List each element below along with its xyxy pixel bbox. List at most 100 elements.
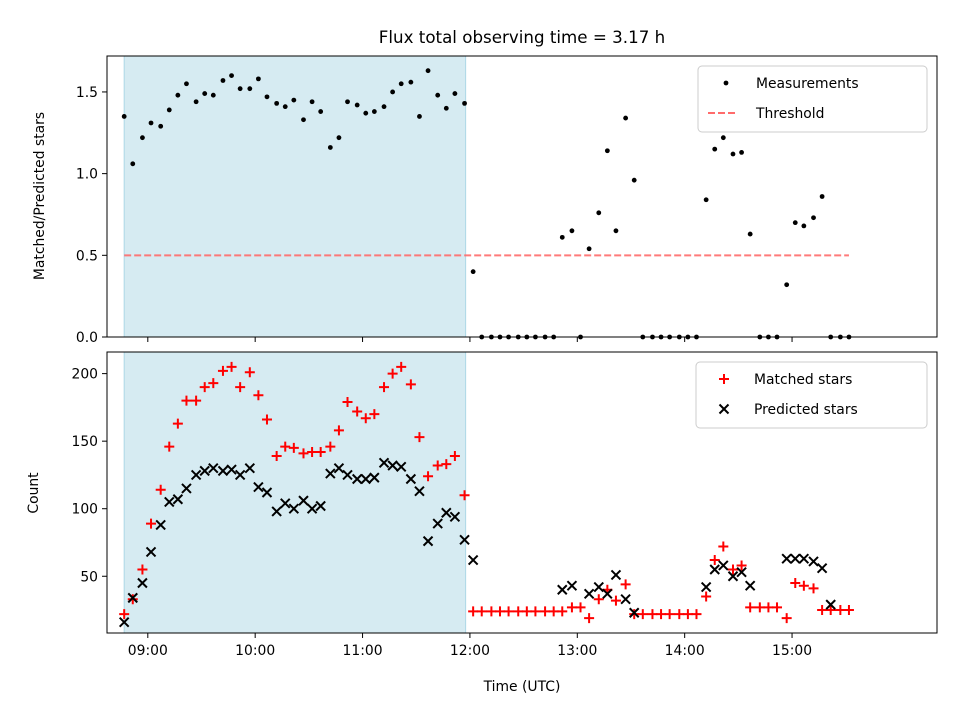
measurement-point-shape [739, 149, 744, 155]
x-axis-label: Time (UTC) [483, 679, 561, 695]
y-tick-label: 1.0 [76, 167, 98, 183]
matched-star-point [835, 605, 846, 616]
matched-star-point-shape [763, 602, 774, 613]
predicted-star-point-shape [432, 518, 443, 529]
measurement-point-shape [452, 91, 458, 96]
measurement-point [747, 231, 753, 237]
predicted-star-point [234, 469, 246, 481]
matched-star-point [727, 564, 738, 575]
matched-star-point [244, 367, 255, 378]
matched-star-point-shape [691, 609, 702, 620]
axes-frame [106, 351, 938, 634]
predicted-star-point [280, 498, 291, 509]
x-tick-label: 10:00 [235, 643, 275, 659]
measurement-point [596, 210, 602, 216]
matched-star-point-shape [575, 602, 586, 613]
predicted-star-point [325, 468, 336, 479]
measurement-point-shape [631, 177, 637, 183]
matched-star-point-shape [727, 564, 738, 575]
matched-star-point-shape [298, 448, 309, 459]
x-tick-label: 09:00 [128, 643, 168, 659]
matched-star-point-shape [307, 446, 318, 457]
matched-star-point-shape [146, 518, 157, 529]
measurement-point-shape [623, 115, 629, 121]
predicted-star-point [620, 594, 631, 605]
matched-star-point-shape [342, 396, 353, 407]
matched-star-point [199, 382, 210, 393]
predicted-star-point [449, 511, 461, 523]
matched-star-point [468, 606, 479, 617]
matched-star-point [172, 418, 183, 429]
matched-star-point-shape [476, 606, 487, 617]
predicted-star-point [226, 464, 237, 475]
predicted-star-point-shape [808, 556, 819, 567]
matched-star-point-shape [790, 578, 801, 589]
matched-star-point [763, 602, 774, 613]
top-y-axis-label: Matched/Predicted stars [32, 112, 48, 280]
measurement-point [559, 234, 565, 240]
predicted-star-point [808, 556, 819, 567]
matched-star-point [226, 361, 237, 372]
measurement-point-shape [309, 99, 315, 105]
matched-star-point-shape [682, 609, 693, 620]
measurement-point [703, 197, 709, 203]
predicted-star-point-shape [118, 616, 130, 628]
measurement-point-shape [398, 81, 404, 87]
measurement-point [237, 86, 243, 92]
matched-star-point-shape [736, 560, 747, 571]
legend-box [697, 65, 928, 133]
predicted-star-point [709, 564, 720, 575]
measurement-point-shape [237, 86, 243, 92]
predicted-star-point [190, 469, 202, 481]
matched-star-point-shape [798, 580, 809, 591]
predicted-star-point-shape [593, 581, 604, 593]
matched-star-point [656, 609, 667, 620]
predicted-star-point [351, 473, 363, 485]
predicted-star-point [298, 495, 309, 506]
measurement-point [130, 161, 136, 167]
y-tick-label: 150 [71, 434, 98, 450]
measurement-point-shape [148, 120, 154, 126]
measurement-point-shape [819, 194, 825, 199]
predicted-star-point-shape [342, 469, 353, 481]
legend-box [695, 361, 928, 429]
matched-star-point [521, 606, 532, 617]
matched-star-point-shape [486, 606, 497, 617]
predicted-star-point [727, 571, 739, 582]
shaded-observing-window [123, 55, 467, 338]
measurement-point-shape [435, 92, 441, 98]
measurement-point [193, 99, 199, 105]
measurement-point-shape [784, 282, 790, 288]
matched-star-point [432, 460, 443, 471]
matched-star-point [369, 409, 380, 420]
measurement-point [452, 91, 458, 96]
matched-star-point [620, 579, 631, 590]
predicted-star-point-shape [217, 465, 229, 477]
measurement-point [408, 79, 414, 85]
predicted-star-point [736, 566, 747, 578]
predicted-star-point [610, 569, 622, 581]
predicted-star-point-shape [628, 607, 640, 618]
matched-star-point-shape [226, 361, 237, 372]
predicted-star-point-shape [127, 592, 138, 604]
measurement-point-shape [220, 78, 226, 83]
matched-star-point-shape [235, 382, 246, 393]
predicted-star-point [557, 584, 568, 595]
matched-star-point [298, 448, 309, 459]
measurement-point-shape [417, 114, 422, 119]
measurement-point-shape [381, 104, 387, 110]
matched-star-point [352, 406, 363, 417]
measurement-point-shape [801, 223, 807, 229]
matched-star-point-shape [772, 602, 783, 613]
predicted-star-point-shape [244, 462, 256, 474]
matched-star-point [253, 390, 264, 401]
measurement-point-shape [301, 117, 306, 123]
predicted-star-point-shape [441, 507, 452, 518]
predicted-star-point-shape [700, 581, 712, 593]
predicted-star-point-shape [557, 584, 568, 595]
matched-star-point-shape [718, 541, 729, 552]
measurement-point-shape [264, 94, 270, 100]
measurement-point [274, 100, 280, 106]
measurement-point [604, 148, 610, 154]
measurement-point [282, 104, 288, 110]
